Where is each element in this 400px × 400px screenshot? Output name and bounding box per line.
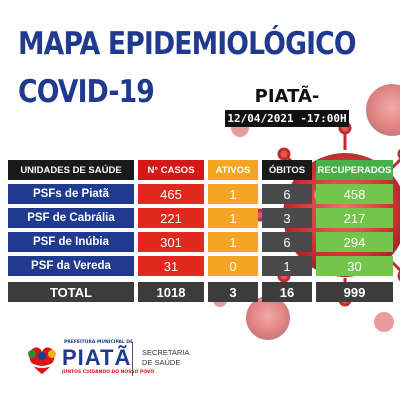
row-deaths: 1 — [262, 256, 312, 276]
row-unit: PSF de Cabrália — [8, 208, 134, 228]
header-recovered: RECUPERADOS — [316, 160, 393, 180]
total-active: 3 — [208, 282, 258, 302]
total-recovered: 999 — [316, 282, 393, 302]
total-label: TOTAL — [8, 282, 134, 302]
people-logo-icon — [27, 347, 57, 374]
header-unit: UNIDADES DE SAÚDE — [8, 160, 134, 180]
date-time-label: 12/04/2021 -17:00H — [225, 110, 349, 127]
row-active: 0 — [208, 256, 258, 276]
row-active: 1 — [208, 232, 258, 252]
row-deaths: 6 — [262, 232, 312, 252]
table-row: PSF de Inúbia 301 1 6 294 — [8, 232, 393, 252]
secretaria-line1: SECRETARIA — [142, 348, 190, 357]
row-recovered: 294 — [316, 232, 393, 252]
logo-tagline: JUNTOS CUIDANDO DO NOSSO POVO — [62, 370, 155, 375]
prefeitura-logo: PREFEITURA MUNICIPAL DE PIATÃ JUNTOS CUI… — [22, 340, 154, 380]
header-deaths: ÓBITOS — [262, 160, 312, 180]
row-active: 1 — [208, 208, 258, 228]
total-cases: 1018 — [138, 282, 204, 302]
secretaria-line2: DE SAÚDE — [142, 358, 181, 367]
row-cases: 221 — [138, 208, 204, 228]
page-title: MAPA EPIDEMIOLÓGICO — [18, 26, 357, 62]
row-unit: PSF da Vereda — [8, 256, 134, 276]
row-deaths: 3 — [262, 208, 312, 228]
row-recovered: 458 — [316, 184, 393, 204]
table-row: PSF de Cabrália 221 1 3 217 — [8, 208, 393, 228]
row-cases: 31 — [138, 256, 204, 276]
table-row: PSFs de Piatã 465 1 6 458 — [8, 184, 393, 204]
footer-divider — [132, 342, 133, 376]
logo-top-text: PREFEITURA MUNICIPAL DE — [64, 340, 134, 345]
logo-name: PIATÃ — [62, 345, 132, 370]
secretaria-label: SECRETARIA DE SAÚDE — [142, 348, 189, 368]
table-total-row: TOTAL 1018 3 16 999 — [8, 282, 393, 302]
page-subtitle: COVID-19 — [18, 74, 155, 110]
header-cases: N° CASOS — [138, 160, 204, 180]
row-deaths: 6 — [262, 184, 312, 204]
header-active: ATIVOS — [208, 160, 258, 180]
row-unit: PSF de Inúbia — [8, 232, 134, 252]
row-active: 1 — [208, 184, 258, 204]
row-cases: 465 — [138, 184, 204, 204]
table-header-row: UNIDADES DE SAÚDE N° CASOS ATIVOS ÓBITOS… — [8, 160, 393, 180]
table-row: PSF da Vereda 31 0 1 30 — [8, 256, 393, 276]
row-unit: PSFs de Piatã — [8, 184, 134, 204]
row-recovered: 217 — [316, 208, 393, 228]
row-cases: 301 — [138, 232, 204, 252]
row-recovered: 30 — [316, 256, 393, 276]
total-deaths: 16 — [262, 282, 312, 302]
